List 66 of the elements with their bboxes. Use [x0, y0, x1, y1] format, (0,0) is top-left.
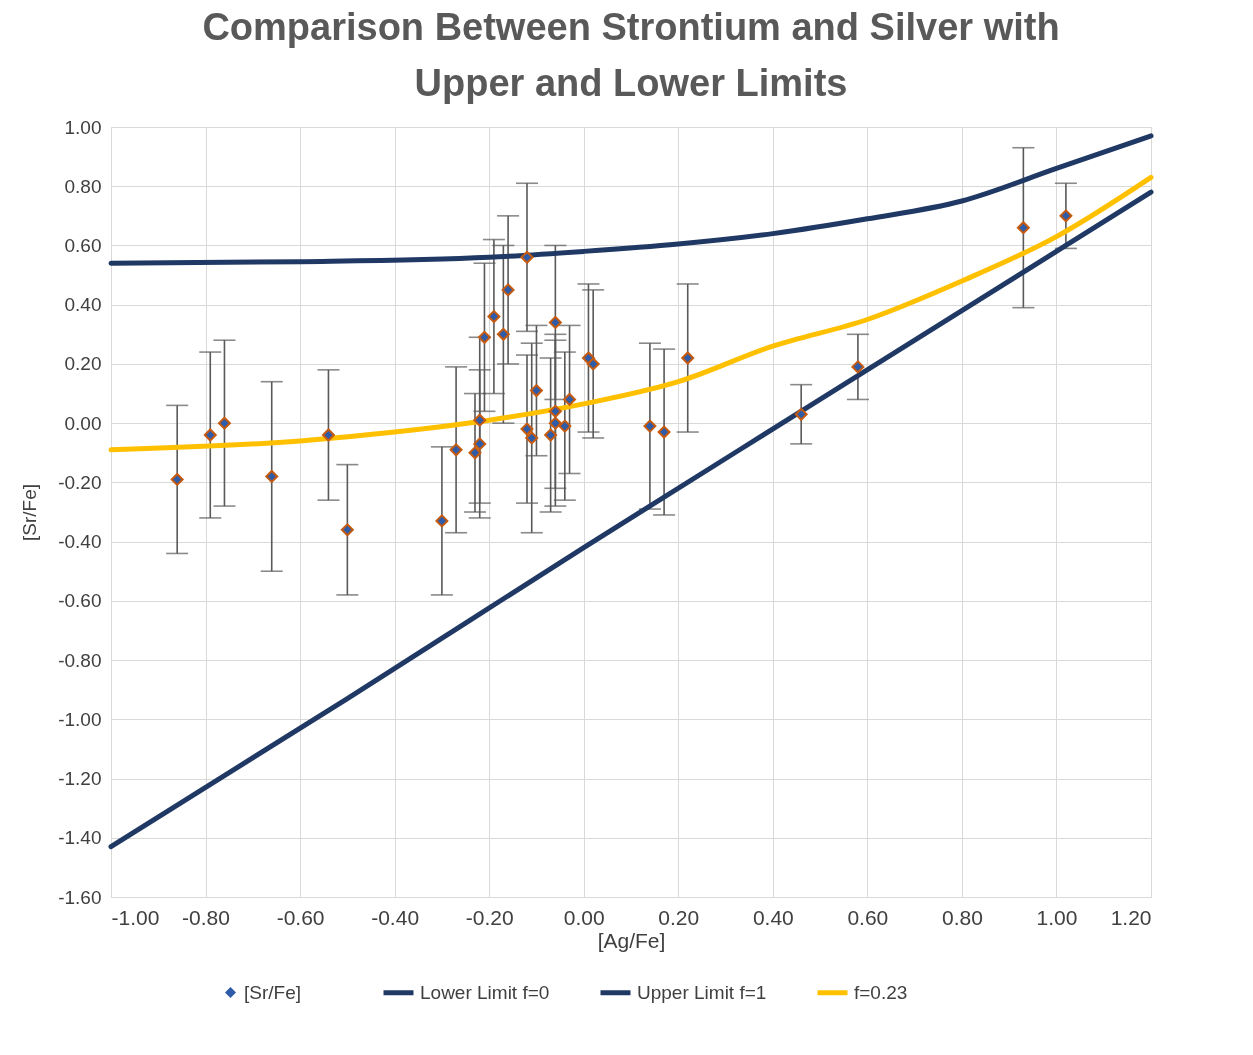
point	[170, 472, 184, 486]
x-tick-label: 1.20	[1110, 905, 1152, 929]
y-tick-label: 0.80	[64, 175, 102, 197]
point	[529, 384, 543, 398]
x-axis-title: [Ag/Fe]	[597, 928, 666, 952]
x-tick-label: 0.00	[563, 905, 605, 929]
point	[468, 446, 482, 460]
point	[548, 416, 562, 430]
point	[1059, 209, 1073, 223]
point	[473, 437, 487, 451]
y-tick-label: 1.00	[64, 116, 102, 138]
point	[520, 422, 534, 436]
y-axis-title: [Sr/Fe]	[19, 483, 41, 542]
y-tick-label: -0.40	[58, 531, 102, 553]
y-tick-label: -1.40	[58, 827, 102, 849]
y-tick-label: -1.20	[58, 768, 102, 790]
x-tick-label: 0.20	[658, 905, 700, 929]
x-tick-label: 0.80	[941, 905, 983, 929]
point	[265, 469, 279, 483]
point	[544, 428, 558, 442]
legend-label: Lower Limit f=0	[420, 981, 550, 1003]
x-tick-label: -0.60	[276, 905, 325, 929]
x-tick-label: 0.60	[847, 905, 889, 929]
point	[1016, 221, 1030, 235]
x-tick-label: 1.00	[1036, 905, 1078, 929]
point	[681, 351, 695, 365]
point	[496, 327, 510, 341]
x-tick-label: -0.20	[465, 905, 514, 929]
point	[643, 419, 657, 433]
y-tick-label: -0.80	[58, 649, 102, 671]
point	[321, 428, 335, 442]
x-tick-label: 0.40	[752, 905, 794, 929]
y-tick-label: -1.00	[58, 708, 102, 730]
point	[794, 407, 808, 421]
point	[525, 431, 539, 445]
point	[657, 425, 671, 439]
point	[548, 404, 562, 418]
legend-label: f=0.23	[854, 981, 908, 1003]
point	[435, 514, 449, 528]
point	[487, 310, 501, 324]
legend-label: [Sr/Fe]	[244, 981, 302, 1003]
y-tick-label: -1.60	[58, 886, 102, 908]
point	[217, 416, 231, 430]
y-tick-label: -0.60	[58, 590, 102, 612]
point	[586, 357, 600, 371]
y-tick-label: 0.00	[64, 412, 102, 434]
point	[501, 283, 515, 297]
point	[203, 428, 217, 442]
point	[520, 250, 534, 264]
point	[558, 419, 572, 433]
point	[548, 315, 562, 329]
point	[563, 392, 577, 406]
point	[851, 360, 865, 374]
point	[340, 523, 354, 537]
legend-label: Upper Limit f=1	[637, 981, 767, 1003]
point	[449, 443, 463, 457]
x-tick-label: -0.40	[371, 905, 420, 929]
chart-title: Comparison Between Strontium and Silver with Upper and Lower Limits	[202, 6, 1060, 104]
y-tick-label: 0.60	[64, 234, 102, 256]
x-tick-label: -0.80	[182, 905, 230, 929]
y-tick-label: -0.20	[58, 471, 102, 493]
point	[477, 330, 491, 344]
y-tick-label: 0.20	[64, 353, 102, 375]
x-tick-label: -1.00	[111, 905, 160, 929]
point	[473, 413, 487, 427]
y-tick-label: 0.40	[64, 294, 102, 316]
